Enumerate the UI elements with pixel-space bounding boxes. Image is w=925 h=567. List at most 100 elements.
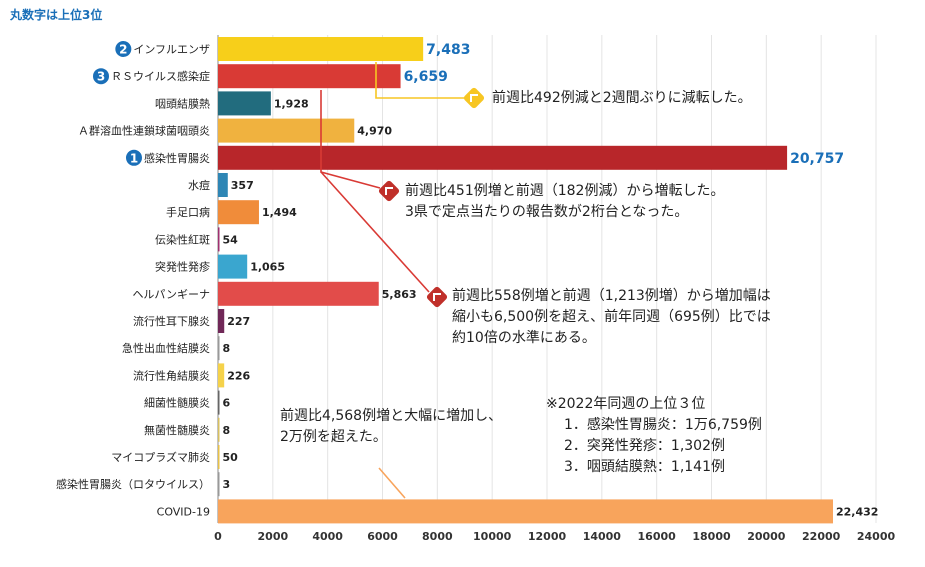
bar [218,417,220,442]
bar [218,227,220,252]
rank-badge [93,68,109,85]
herpangina-note: 前週比558例増と前週（1,213例増）から増加幅は 縮小も6,500例を超え、… [452,286,771,349]
value-label: 1,928 [274,97,309,110]
gastro-note-line-2: 3県で定点当たりの報告数が2桁台となった。 [405,204,689,220]
x-tick-label: 0 [214,530,222,543]
x-tick-label: 20000 [747,530,786,543]
x-tick-label: 12000 [528,530,567,543]
influenza-note-line: 前週比492例減と2週間ぶりに減転した。 [492,90,752,106]
gastro-note-line-1: 前週比451例増と前週（182例減）から増転した。 [405,183,725,199]
gastro-note: 前週比451例増と前週（182例減）から増転した。 3県で定点当たりの報告数が2… [405,181,724,223]
category-label: COVID-19 [157,505,210,518]
influenza-note: 前週比492例減と2週間ぶりに減転した。 [492,88,752,109]
category-label: Ａ群溶血性連鎖球菌咽頭炎 [78,124,210,138]
bar [218,254,248,279]
category-label: 流行性角結膜炎 [133,368,210,382]
value-label: 54 [223,233,239,246]
covid-connector [378,467,406,499]
category-label: 感染性胃腸炎（ロタウイルス） [56,477,210,491]
x-tick-label: 4000 [312,530,343,543]
category-label: 手足口病 [166,205,210,219]
value-label: 3 [223,478,231,491]
category-label: 突発性発疹 [155,260,210,274]
x-tick-label: 24000 [857,530,896,543]
x-tick-label: 6000 [367,530,398,543]
category-label: 細菌性髄膜炎 [144,396,210,410]
influenza-marker [463,87,485,109]
prev-year-item-1: 1．感染性胃腸炎：1万6,759例 [564,417,762,433]
x-tick-label: 8000 [422,530,453,543]
covid-note-line-2: 2万例を超えた。 [280,429,387,445]
herpangina-note-line-3: 約10倍の水準にある。 [452,330,596,346]
value-label: 8 [223,424,231,437]
x-tick-label: 14000 [583,530,622,543]
bar [218,281,379,306]
value-label: 6 [223,397,231,410]
herpangina-note-line-1: 前週比558例増と前週（1,213例増）から増加幅は [452,288,771,304]
prev-year-item-2: 2．突発性発疹：1,302例 [564,438,725,454]
bar [218,499,834,524]
value-label: 357 [231,179,254,192]
herpangina-marker-arrow [433,293,441,301]
category-label: インフルエンザ [133,43,210,56]
rank-badge [115,41,132,57]
bar [218,390,220,415]
value-label: 20,757 [790,151,844,167]
rank-number: 1 [130,151,138,165]
rank-badge [126,149,142,166]
bar [218,173,228,197]
x-tick-label: 18000 [692,530,731,543]
bar [218,200,259,225]
category-label: 伝染性紅斑 [155,232,210,246]
bar [218,363,225,388]
value-label: 22,432 [836,505,878,518]
category-label: 感染性胃腸炎 [144,151,210,165]
herpangina-marker [426,286,448,308]
value-label: 1,494 [262,206,297,219]
herpangina-connector [320,171,430,293]
legend-title: 丸数字は上位3位 [10,8,103,22]
x-tick-label: 10000 [473,530,512,543]
bar [218,445,220,469]
value-label: 4,970 [357,125,392,138]
covid-note-line-1: 前週比4,568例増と大幅に増加し、 [280,408,503,424]
rank-number: 3 [97,70,105,84]
rank-number: 2 [119,43,127,57]
x-tick-label: 16000 [638,530,677,543]
bar [218,118,355,143]
bar [218,91,271,116]
bar [218,309,225,333]
category-label: 水痘 [188,178,210,192]
prev-year-title: ※2022年同週の上位３位 [546,396,706,412]
bar [218,336,220,361]
value-label: 5,863 [382,288,417,301]
category-label: ヘルパンギーナ [132,288,210,301]
value-label: 1,065 [250,261,285,274]
x-tick-label: 2000 [258,530,289,543]
value-label: 6,659 [404,69,448,85]
category-label: 咽頭結膜熱 [155,96,210,110]
prev-year-note: ※2022年同週の上位３位 1．感染性胃腸炎：1万6,759例 2．突発性発疹：… [546,394,762,478]
bar [218,64,401,89]
bar [218,37,424,61]
category-label: 急性出血性結膜炎 [122,341,210,355]
category-label: 無菌性髄膜炎 [144,423,210,437]
covid-note: 前週比4,568例増と大幅に増加し、 2万例を超えた。 [280,406,502,448]
value-label: 50 [223,451,239,464]
bar [218,145,788,170]
herpangina-note-line-2: 縮小も6,500例を超え、前年同週（695例）比では [452,309,771,325]
category-label: ＲＳウイルス感染症 [111,69,210,83]
influenza-marker-arrow [470,94,478,102]
value-label: 8 [223,342,231,355]
influenza-connector [375,62,466,99]
prev-year-item-3: 3．咽頭結膜熱：1,141例 [564,459,725,475]
x-tick-label: 22000 [802,530,841,543]
bar [218,472,220,497]
value-label: 7,483 [426,42,470,58]
category-label: 流行性耳下腺炎 [133,314,210,328]
value-label: 227 [227,315,250,328]
value-label: 226 [227,369,250,382]
gastro-marker [378,180,400,202]
category-label: マイコプラズマ肺炎 [111,450,210,464]
